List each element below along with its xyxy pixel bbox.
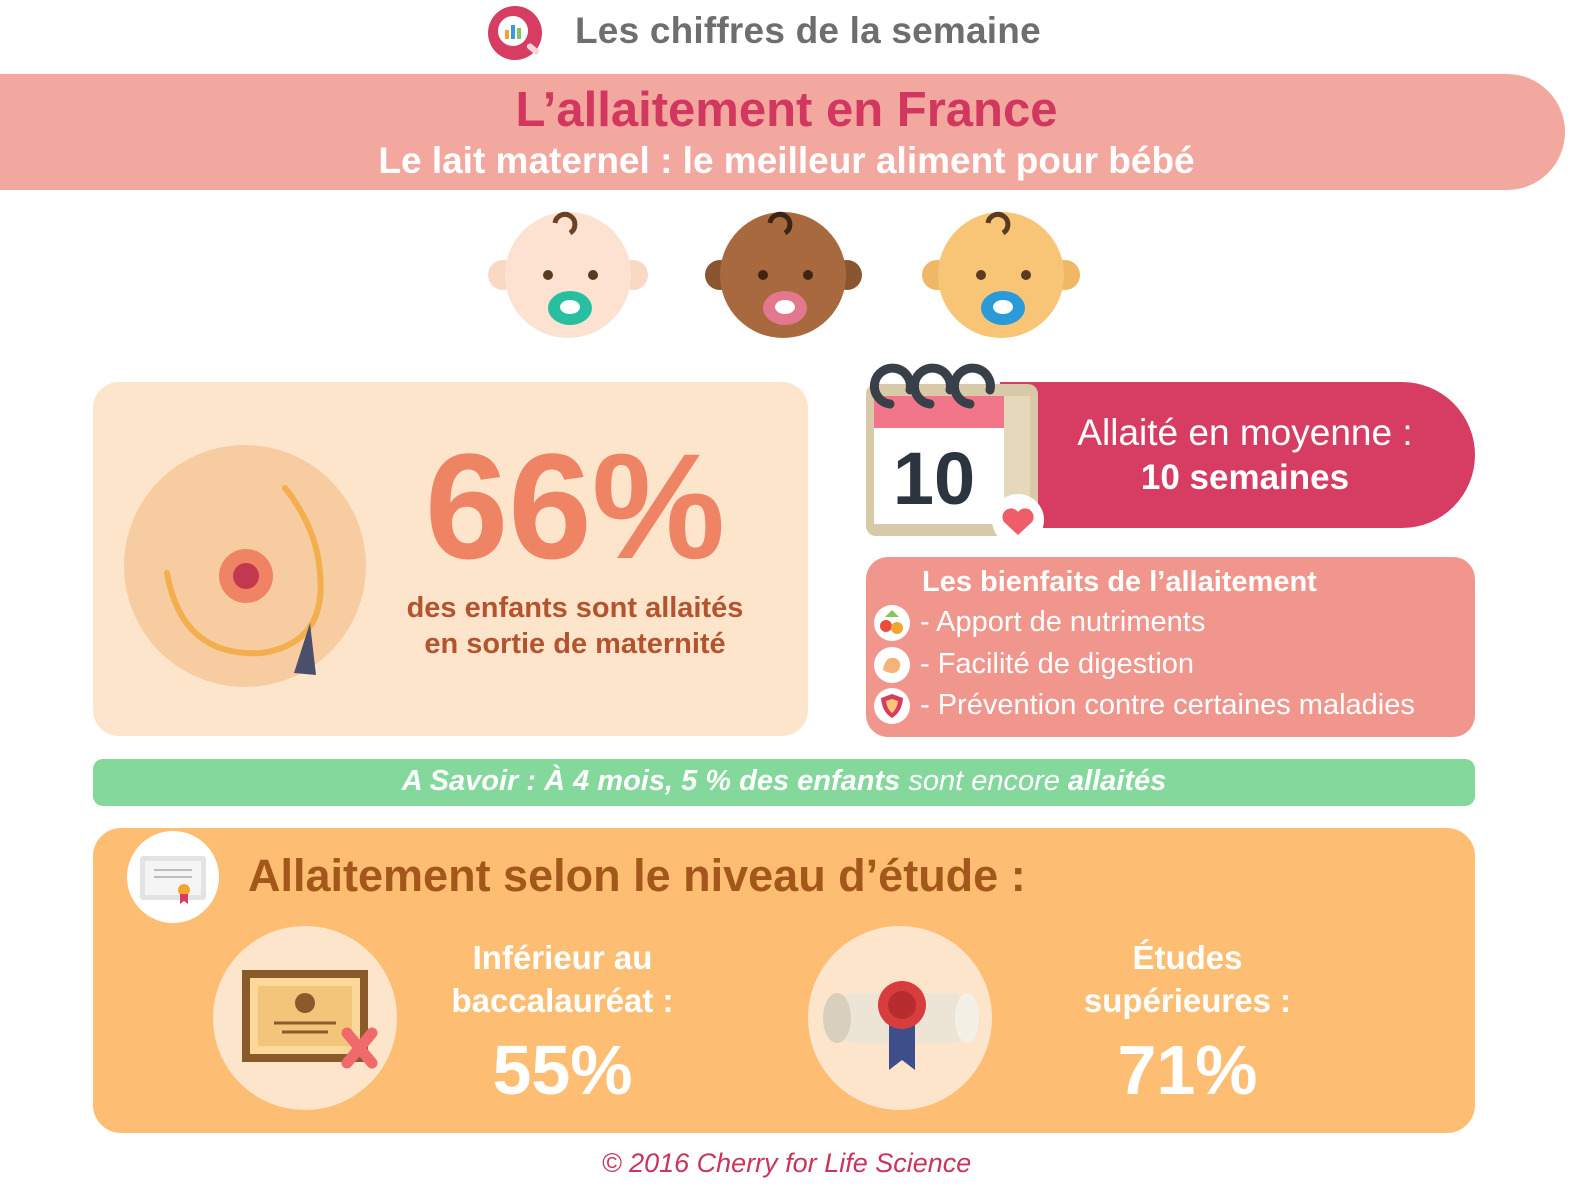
diploma-scroll-icon bbox=[808, 926, 992, 1110]
title-banner bbox=[0, 74, 1565, 190]
fact-part2: sont encore bbox=[900, 765, 1068, 797]
baby-yellow-icon bbox=[922, 211, 1080, 338]
stomach-icon bbox=[874, 647, 910, 683]
fact-text: A Savoir : À 4 mois, 5 % des enfants son… bbox=[93, 765, 1475, 798]
fact-part1: À 4 mois, 5 % des enfants bbox=[544, 765, 901, 797]
study-right-line2: supérieures : bbox=[1083, 982, 1292, 1019]
breast-icon bbox=[124, 445, 366, 687]
header-title: Les chiffres de la semaine bbox=[575, 10, 1041, 51]
copyright-footer: © 2016 Cherry for Life Science bbox=[601, 1148, 972, 1178]
study-left-line2: baccalauréat : bbox=[451, 982, 674, 1019]
header-icon bbox=[488, 6, 546, 64]
study-right-line1: Études bbox=[1132, 939, 1243, 976]
fact-bar bbox=[93, 759, 1475, 806]
stat-main-line2: en sortie de maternité bbox=[424, 628, 726, 660]
study-left-label: Inférieur au baccalauréat : bbox=[410, 936, 715, 1022]
calendar-icon: 10 bbox=[866, 363, 1044, 546]
stat-main-value: 66% bbox=[424, 422, 726, 590]
diploma-badge-icon bbox=[127, 831, 219, 923]
duration-pill bbox=[1000, 382, 1475, 528]
page-title: L’allaitement en France bbox=[515, 83, 1058, 137]
benefit-item-prevention: - Prévention contre certaines maladies bbox=[920, 689, 1415, 721]
fact-lead: A Savoir bbox=[401, 765, 519, 797]
babies-illustration bbox=[488, 211, 1080, 338]
certificate-rejected-icon bbox=[213, 926, 397, 1110]
study-title: Allaitement selon le niveau d’étude : bbox=[248, 850, 1026, 901]
fact-part3: allaités bbox=[1067, 765, 1167, 797]
duration-value: 10 semaines bbox=[1140, 458, 1350, 497]
study-left-line1: Inférieur au bbox=[472, 939, 653, 976]
benefit-item-digestion: - Facilité de digestion bbox=[920, 648, 1195, 680]
fact-separator: : bbox=[518, 765, 545, 797]
calendar-number: 10 bbox=[893, 437, 975, 520]
benefit-item-nutrients: - Apport de nutriments bbox=[920, 606, 1206, 638]
stat-main-description: des enfants sont allaités en sortie de m… bbox=[370, 590, 780, 662]
study-right-value: 71% bbox=[1117, 1031, 1258, 1109]
baby-dark-icon bbox=[705, 211, 862, 338]
fruits-icon bbox=[874, 605, 910, 641]
page-subtitle: Le lait maternel : le meilleur aliment p… bbox=[378, 140, 1195, 181]
benefits-card bbox=[866, 557, 1475, 737]
study-left-value: 55% bbox=[492, 1031, 633, 1109]
baby-light-icon bbox=[488, 211, 648, 338]
stat-main-line1: des enfants sont allaités bbox=[406, 592, 744, 624]
benefits-title: Les bienfaits de l’allaitement bbox=[922, 566, 1317, 598]
benefit-icons bbox=[874, 605, 910, 724]
magnifier-chart-icon bbox=[488, 6, 542, 60]
duration-label: Allaité en moyenne : bbox=[1077, 412, 1413, 453]
shield-icon bbox=[874, 688, 910, 724]
study-right-label: Études supérieures : bbox=[1035, 936, 1340, 1022]
